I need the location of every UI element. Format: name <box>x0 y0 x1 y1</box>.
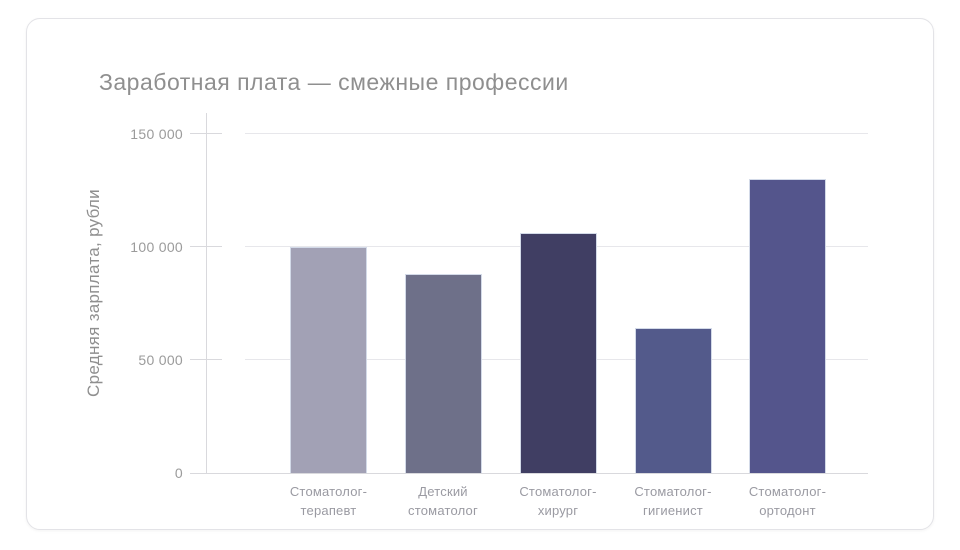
bar <box>519 233 597 473</box>
y-tick-label: 50 000 <box>138 351 183 368</box>
x-category-label: Стоматолог- гигиенист <box>634 484 712 518</box>
bar <box>404 273 482 473</box>
x-category-label: Детский стоматолог <box>408 484 478 518</box>
bar <box>749 178 826 473</box>
y-tick-label: 100 000 <box>130 238 183 255</box>
gridline <box>245 133 868 134</box>
y-tick-label: 150 000 <box>130 125 183 142</box>
x-category-label: Стоматолог- хирург <box>519 484 597 518</box>
x-category-label: Стоматолог- терапевт <box>289 484 368 518</box>
bar <box>290 246 367 473</box>
bar <box>634 328 712 473</box>
chart-title: Заработная плата — смежные профессии <box>99 69 569 95</box>
x-category-label: Стоматолог- ортодонт <box>748 484 827 518</box>
y-tick-label: 0 <box>174 465 183 481</box>
x-axis-line <box>190 472 868 474</box>
y-axis-line <box>206 113 207 473</box>
